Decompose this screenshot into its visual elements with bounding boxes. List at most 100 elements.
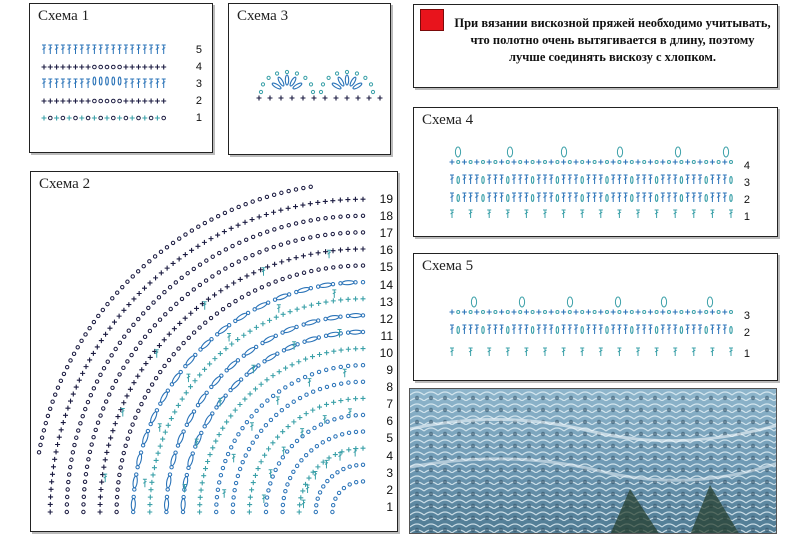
chain-stitch-symbol xyxy=(197,262,203,267)
single-crochet-symbol xyxy=(199,301,205,307)
puff-stitch-symbol xyxy=(704,325,708,335)
chain-stitch-symbol xyxy=(119,458,125,463)
puff-stitch-symbol xyxy=(704,193,708,203)
puff-stitch-symbol xyxy=(194,433,202,446)
chain-stitch-symbol xyxy=(257,250,262,255)
chain-stitch-symbol xyxy=(191,409,197,414)
double-crochet-symbol xyxy=(710,192,715,202)
chain-stitch-symbol xyxy=(332,417,337,422)
scheme-2-row-number: 4 xyxy=(386,448,393,463)
chain-stitch-symbol xyxy=(617,160,622,164)
chain-stitch-symbol xyxy=(592,160,597,164)
chain-stitch-symbol xyxy=(147,259,152,264)
scheme-1-row-number: 4 xyxy=(195,61,202,73)
double-crochet-symbol xyxy=(580,209,585,218)
double-crochet-symbol xyxy=(493,174,498,184)
double-crochet-symbol xyxy=(468,174,473,184)
single-crochet-symbol xyxy=(660,159,666,165)
single-crochet-symbol xyxy=(210,445,216,451)
single-crochet-symbol xyxy=(263,212,269,218)
chain-stitch-symbol xyxy=(214,494,220,500)
double-crochet-symbol xyxy=(673,347,678,356)
single-crochet-symbol xyxy=(285,205,291,211)
chain-stitch-symbol xyxy=(65,487,70,492)
single-crochet-symbol xyxy=(107,325,113,331)
chain-stitch-symbol xyxy=(310,89,316,95)
scheme-2-row-number: 3 xyxy=(386,465,393,480)
chain-stitch-symbol xyxy=(204,390,209,396)
chain-stitch-symbol xyxy=(241,353,247,358)
chain-stitch-symbol xyxy=(323,215,328,221)
single-crochet-symbol xyxy=(54,115,60,121)
scheme-4-row-number: 4 xyxy=(743,160,750,172)
single-crochet-symbol xyxy=(147,354,153,360)
scheme-4-panel: Схема 4 4 3 2 1 xyxy=(413,107,778,237)
single-crochet-symbol xyxy=(310,469,316,475)
chain-stitch-symbol xyxy=(181,494,186,500)
single-crochet-symbol xyxy=(258,459,264,465)
single-crochet-symbol xyxy=(258,381,264,387)
single-crochet-symbol xyxy=(315,199,321,205)
puff-stitch-symbol xyxy=(105,76,109,86)
double-crochet-symbol xyxy=(691,324,696,334)
double-crochet-symbol xyxy=(698,192,702,202)
puff-stitch-symbol xyxy=(186,412,195,424)
single-crochet-symbol xyxy=(79,64,85,70)
scheme-4-row-number: 1 xyxy=(743,211,750,223)
puff-stitch-symbol xyxy=(605,193,609,203)
chain-stitch-symbol xyxy=(252,288,258,293)
chain-stitch-symbol xyxy=(286,223,291,228)
chain-stitch-symbol xyxy=(230,509,236,515)
chain-stitch-symbol xyxy=(301,270,307,275)
scheme-4-title: Схема 4 xyxy=(422,112,474,128)
chain-stitch-symbol xyxy=(567,310,572,314)
single-crochet-symbol xyxy=(333,95,339,101)
chain-stitch-symbol xyxy=(101,406,106,411)
chain-stitch-symbol xyxy=(173,450,178,455)
chain-stitch-symbol xyxy=(271,244,276,250)
chain-stitch-symbol xyxy=(153,376,159,381)
chain-stitch-symbol xyxy=(679,310,684,314)
double-crochet-symbol xyxy=(567,192,572,202)
double-crochet-symbol xyxy=(543,192,547,202)
chain-stitch-symbol xyxy=(243,453,248,458)
chain-stitch-symbol xyxy=(121,365,126,371)
chain-stitch-symbol xyxy=(280,509,285,515)
double-crochet-symbol xyxy=(487,209,492,218)
single-crochet-symbol xyxy=(154,115,160,121)
double-crochet-symbol xyxy=(301,499,306,509)
puff-stitch-symbol xyxy=(679,193,684,203)
single-crochet-symbol xyxy=(60,420,66,426)
puff-stitch-symbol xyxy=(679,175,684,185)
scheme-1-title: Схема 1 xyxy=(38,8,90,24)
single-crochet-symbol xyxy=(189,247,195,253)
single-crochet-symbol xyxy=(461,309,467,315)
double-crochet-symbol xyxy=(474,192,479,202)
chain-stitch-symbol xyxy=(236,259,241,264)
double-crochet-symbol xyxy=(474,324,479,334)
single-crochet-symbol xyxy=(148,64,154,70)
double-crochet-symbol xyxy=(227,332,232,342)
chain-stitch-symbol xyxy=(95,420,101,425)
chain-stitch-symbol xyxy=(330,231,335,237)
chain-stitch-symbol xyxy=(183,232,188,237)
single-crochet-symbol xyxy=(297,415,303,421)
double-crochet-symbol xyxy=(450,324,454,334)
chain-stitch-symbol xyxy=(114,509,119,515)
single-crochet-symbol xyxy=(561,159,567,165)
chain-stitch-symbol xyxy=(320,82,326,87)
chain-stitch-symbol xyxy=(326,436,332,442)
puff-stitch-symbol xyxy=(654,193,659,203)
chain-stitch-symbol xyxy=(317,490,323,495)
chain-stitch-symbol xyxy=(235,358,241,363)
double-crochet-symbol xyxy=(322,415,327,424)
chain-stitch-symbol xyxy=(264,229,270,234)
chain-stitch-symbol xyxy=(285,240,291,245)
puff-stitch-symbol xyxy=(130,497,136,512)
single-crochet-symbol xyxy=(246,509,252,515)
chain-stitch-symbol xyxy=(191,266,196,272)
single-crochet-symbol xyxy=(142,115,148,121)
chain-stitch-symbol xyxy=(293,238,298,243)
single-crochet-symbol xyxy=(273,314,279,320)
chain-stitch-symbol xyxy=(250,199,255,204)
